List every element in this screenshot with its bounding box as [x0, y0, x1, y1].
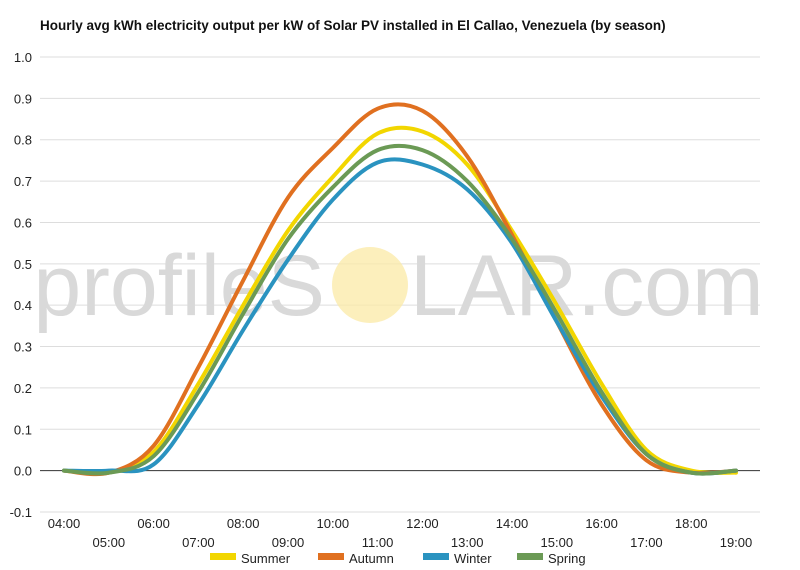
x-tick-label: 16:00 — [585, 516, 618, 531]
legend-swatch-autumn — [318, 553, 344, 560]
x-tick-label: 17:00 — [630, 535, 663, 550]
x-tick-label: 05:00 — [93, 535, 126, 550]
y-tick-label: 0.9 — [14, 91, 32, 106]
y-tick-label: 0.0 — [14, 464, 32, 479]
series-line-spring — [62, 143, 738, 476]
y-tick-label: 0.4 — [14, 298, 32, 313]
watermark-sun-icon — [332, 247, 408, 323]
x-tick-label: 11:00 — [362, 535, 394, 550]
chart-title: Hourly avg kWh electricity output per kW… — [40, 18, 666, 33]
x-tick-label: 14:00 — [496, 516, 529, 531]
legend-label-summer: Summer — [241, 551, 291, 566]
legend-label-spring: Spring — [548, 551, 586, 566]
y-tick-label: 1.0 — [14, 50, 32, 65]
y-tick-label: 0.8 — [14, 133, 32, 148]
series-line-autumn — [62, 102, 738, 477]
y-tick-label: 0.7 — [14, 174, 32, 189]
x-axis-ticks: 04:00 05:00 06:00 07:00 08:00 09:00 10:00 11:00… — [48, 516, 753, 550]
legend-swatch-winter — [423, 553, 449, 560]
grid-lines — [40, 56, 760, 513]
legend-label-autumn: Autumn — [349, 551, 394, 566]
x-tick-label: 13:00 — [451, 535, 484, 550]
y-tick-label: 0.1 — [14, 422, 32, 437]
x-tick-label: 19:00 — [720, 535, 753, 550]
series-line-summer — [62, 125, 738, 476]
y-tick-label: 0.3 — [14, 340, 32, 355]
x-tick-label: 15:00 — [541, 535, 574, 550]
legend-label-winter: Winter — [454, 551, 492, 566]
x-tick-label: 04:00 — [48, 516, 81, 531]
x-tick-label: 12:00 — [406, 516, 439, 531]
y-tick-label: 0.6 — [14, 215, 32, 230]
y-tick-label: 0.2 — [14, 381, 32, 396]
x-tick-label: 08:00 — [227, 516, 260, 531]
watermark-text-right: LAR.com — [410, 238, 764, 334]
y-tick-label: 0.5 — [14, 257, 32, 272]
x-tick-label: 18:00 — [675, 516, 708, 531]
watermark: profileS LAR.com — [33, 238, 763, 334]
x-tick-label: 07:00 — [182, 535, 215, 550]
legend-swatch-spring — [517, 553, 543, 560]
legend: Summer Autumn Winter Spring — [210, 551, 586, 566]
y-axis-ticks: -0.1 0.0 0.1 0.2 0.3 0.4 0.5 0.6 0.7 0.8 0.9 1.0 — [10, 50, 32, 520]
series-lines — [62, 102, 738, 477]
y-tick-label: -0.1 — [10, 505, 32, 520]
x-tick-label: 09:00 — [272, 535, 305, 550]
x-tick-label: 10:00 — [317, 516, 350, 531]
x-tick-label: 06:00 — [137, 516, 170, 531]
legend-swatch-summer — [210, 553, 236, 560]
